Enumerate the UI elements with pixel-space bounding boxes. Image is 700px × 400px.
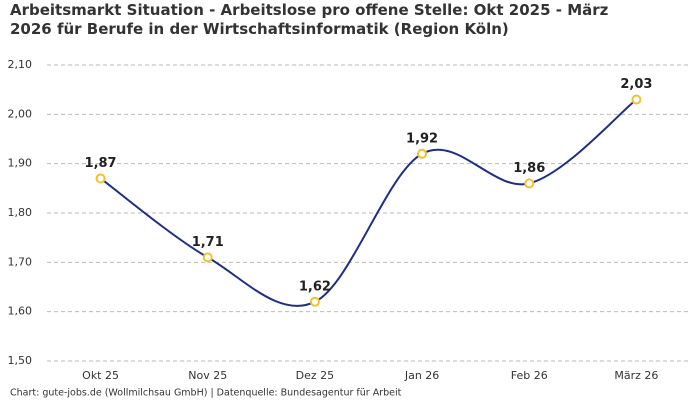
marker (309, 296, 320, 307)
value-label: 1,87 (85, 156, 117, 171)
marker (631, 94, 642, 105)
chart-title: Arbeitsmarkt Situation - Arbeitslose pro… (10, 1, 609, 38)
y-tick-label: 1,60 (8, 305, 33, 318)
line (99, 98, 638, 307)
x-tick-label: Feb 26 (511, 369, 548, 382)
y-tick-label: 1,70 (8, 255, 33, 268)
x-tick-label: Nov 25 (188, 369, 227, 382)
value-label: 2,03 (620, 77, 652, 92)
x-tick-label: Jan 26 (404, 369, 439, 382)
value-label: 1,62 (299, 279, 331, 294)
marker (202, 252, 213, 263)
source: Chart: gute-jobs.de (Wollmilchsau GmbH) … (10, 388, 402, 399)
x-tick-label: März 26 (614, 369, 658, 382)
y-tick-label: 2,00 (8, 107, 33, 120)
marker (524, 178, 535, 189)
y-tick-label: 1,90 (8, 157, 33, 170)
y-tick-label: 2,10 (8, 58, 33, 71)
x-tick-label: Dez 25 (296, 369, 335, 382)
x-tick-label: Okt 25 (82, 369, 119, 382)
value-label: 1,86 (513, 161, 545, 176)
y-tick-label: 1,80 (8, 206, 33, 219)
marker (417, 148, 428, 159)
marker (95, 173, 106, 184)
value-label: 1,92 (406, 131, 438, 146)
y-tick-label: 1,50 (8, 354, 33, 367)
value-label: 1,71 (192, 235, 224, 250)
